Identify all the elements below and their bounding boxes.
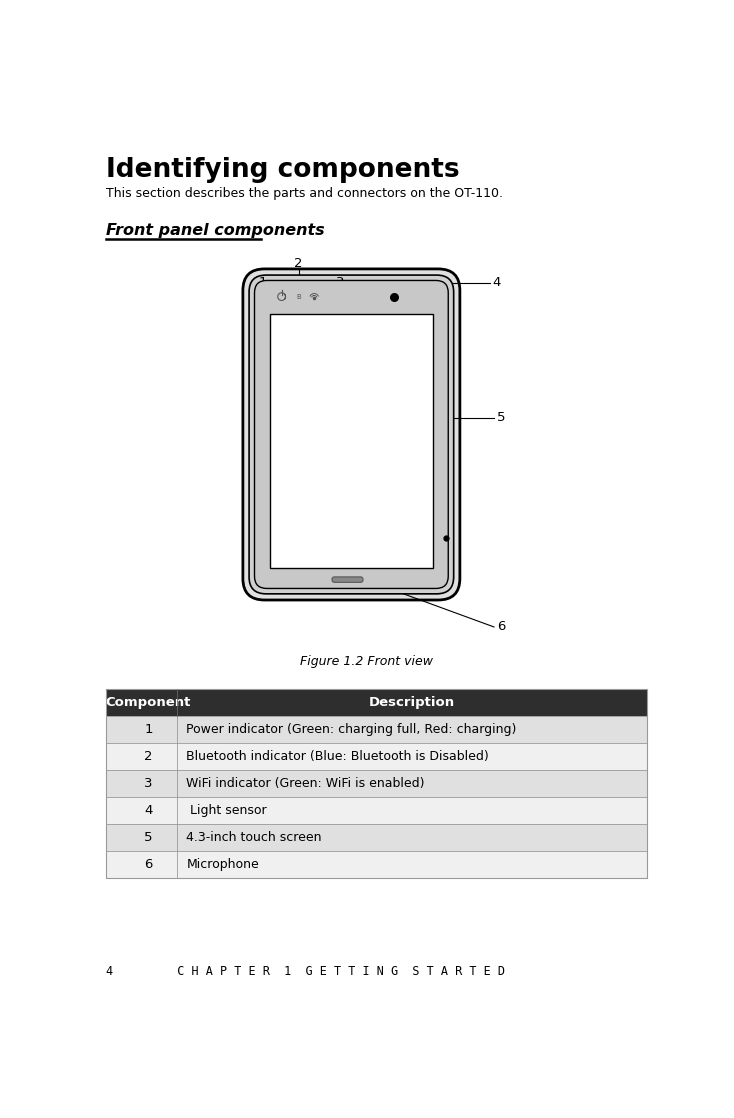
Text: 2: 2 [144,750,153,764]
Bar [270,313,433,568]
FancyBboxPatch shape [243,269,460,600]
Text: Identifying components: Identifying components [106,158,459,183]
Text: 1: 1 [144,723,153,737]
Text: 4.3-inch touch screen: 4.3-inch touch screen [186,831,321,844]
Text: B: B [297,294,301,300]
Bar [106,717,647,743]
Text: 5: 5 [144,831,153,844]
Bar [106,743,647,770]
Text: Front panel components: Front panel components [106,222,324,238]
Text: 3: 3 [336,276,344,290]
Bar [106,824,647,851]
Text: 1: 1 [258,276,267,290]
Bar [106,851,647,878]
Text: 5: 5 [497,411,506,425]
Text: Bluetooth indicator (Blue: Bluetooth is Disabled): Bluetooth indicator (Blue: Bluetooth is … [186,750,489,764]
Text: 4: 4 [493,276,501,290]
Bar [106,770,647,797]
Text: 4: 4 [144,804,153,817]
Text: 4         C H A P T E R  1  G E T T I N G  S T A R T E D: 4 C H A P T E R 1 G E T T I N G S T A R … [106,965,505,978]
Text: Component: Component [106,695,191,709]
Text: Light sensor: Light sensor [186,804,267,817]
Text: 6: 6 [497,620,506,634]
Text: 6: 6 [144,858,153,871]
Text: Description: Description [368,695,455,709]
Text: Power indicator (Green: charging full, Red: charging): Power indicator (Green: charging full, R… [186,723,517,737]
Text: This section describes the parts and connectors on the OT-110.: This section describes the parts and con… [106,187,503,199]
Bar [106,797,647,824]
FancyBboxPatch shape [255,281,448,588]
Text: 2: 2 [294,257,303,271]
Bar [106,689,647,878]
Text: Figure 1.2 Front view: Figure 1.2 Front view [300,655,433,669]
FancyBboxPatch shape [249,275,454,594]
Text: Microphone: Microphone [186,858,259,871]
FancyBboxPatch shape [332,577,363,582]
Text: WiFi indicator (Green: WiFi is enabled): WiFi indicator (Green: WiFi is enabled) [186,777,425,790]
Text: 3: 3 [144,777,153,790]
Bar [106,689,647,717]
